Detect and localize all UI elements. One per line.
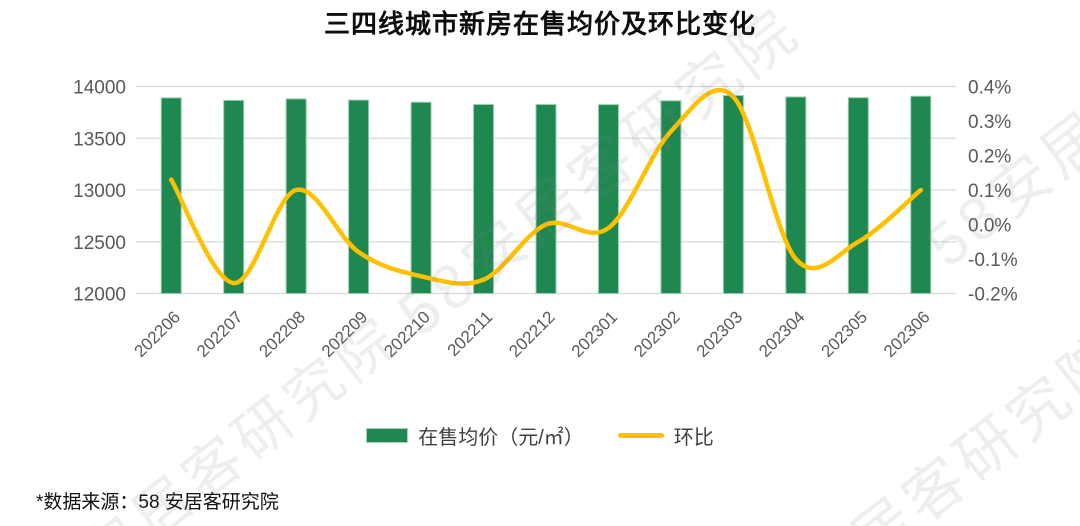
price-bar [910,95,932,294]
x-axis-tick-label: 202303 [693,307,747,361]
x-axis-tick-label: 202210 [380,307,434,361]
y-axis-left-tick-label: 14000 [73,78,126,99]
price-bar [597,104,619,294]
legend-item-mom: 环比 [617,421,714,450]
chart-title: 三四线城市新房在售均价及环比变化 [323,9,756,39]
price-bar [348,99,370,294]
price-bar [473,104,495,294]
x-axis-tick-label: 202208 [255,307,309,361]
legend-item-price: 在售均价（元/㎡） [366,421,584,450]
x-axis-tick-label: 202305 [818,307,872,361]
y-axis-left-tick-label: 13500 [73,129,126,150]
y-axis-right-tick-label: 0.0% [968,216,1011,237]
y-axis-right-tick-label: 0.1% [968,181,1011,202]
x-axis-tick-label: 202207 [193,307,247,361]
price-bar [722,95,744,294]
x-axis-tick-label: 202212 [505,307,559,361]
x-axis-tick-label: 202301 [568,307,622,361]
mom-change-line [168,87,924,286]
legend-bar-label: 在售均价（元/㎡） [418,426,584,449]
x-axis-tick-label: 202306 [880,307,934,361]
x-axis-tick-label: 202206 [131,307,185,361]
y-axis-left-tick-label: 12000 [73,285,126,306]
y-axis-right-tick-label: 0.4% [968,78,1011,99]
y-axis-right-tick-label: -0.1% [968,250,1018,271]
y-axis-right-tick-label: 0.3% [968,112,1011,133]
x-axis-tick-label: 202211 [444,307,497,360]
price-bar [660,100,682,294]
legend-bar-swatch-icon [366,427,409,443]
legend-line-label: 环比 [673,426,714,449]
price-bar [535,104,557,294]
price-mom-combo-chart: 14000 13500 13000 12500 12000 0.4% 0.3% 0.2% 0.1… [73,78,1018,361]
y-axis-right-tick-label: -0.2% [968,285,1018,306]
x-axis-tick-label: 202304 [755,307,809,361]
y-axis-left-tick-label: 13000 [73,181,126,202]
x-axis-tick-label: 202302 [630,307,684,361]
y-axis-right-tick-label: 0.2% [968,147,1011,168]
data-source-note: *数据来源：58 安居客研究院 [36,492,279,513]
price-bar [847,97,869,295]
y-axis-left-tick-label: 12500 [73,233,126,254]
legend: 在售均价（元/㎡） 环比 [0,418,1080,452]
price-bar [223,99,245,294]
legend-line-swatch-icon [617,432,664,438]
x-axis-tick-label: 202209 [318,307,372,361]
price-bar [410,101,432,295]
price-bar [785,96,807,294]
